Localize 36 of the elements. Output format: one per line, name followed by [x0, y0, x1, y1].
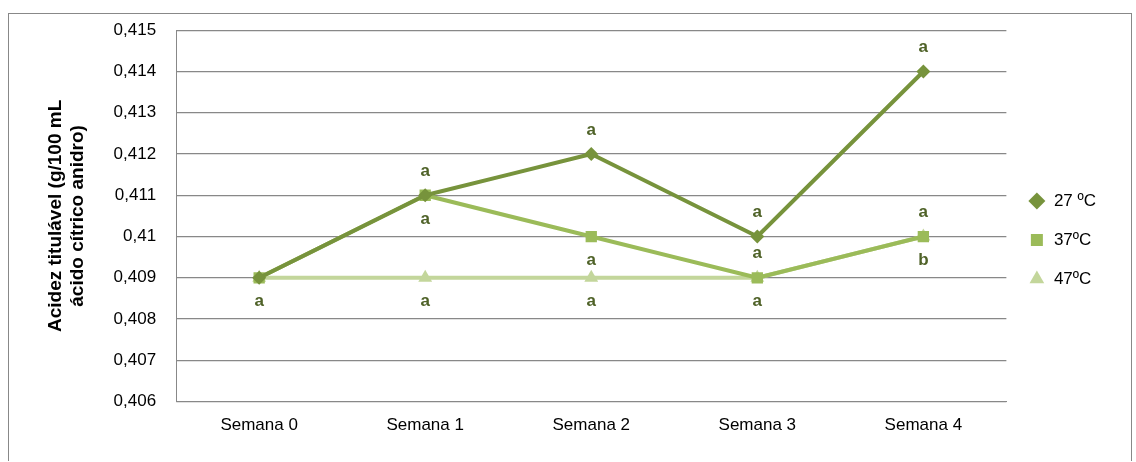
annotation: a: [752, 243, 763, 263]
legend-label: 27 ºC: [1053, 190, 1097, 210]
point: [750, 229, 765, 244]
legend-label: 37ºC: [1053, 229, 1092, 249]
x-tick-label: Semana 3: [718, 415, 797, 435]
annotation: a: [586, 250, 597, 270]
y-tick-label: 0,408: [113, 308, 157, 328]
y-tick-label: 0,41: [123, 226, 157, 246]
legend-label: 47ºC: [1053, 268, 1092, 288]
annotation: b: [918, 250, 929, 270]
y-tick-label: 0,413: [113, 102, 157, 122]
x-tick-label: Semana 2: [552, 415, 631, 435]
y-tick-label: 0,412: [113, 143, 157, 163]
annotation: a: [752, 291, 763, 311]
annotation: a: [752, 202, 763, 222]
y-tick-label: 0,415: [113, 19, 157, 39]
annotation: a: [420, 208, 431, 228]
y-tick-label: 0,406: [113, 391, 157, 411]
annotation: a: [420, 291, 431, 311]
annotation: a: [586, 119, 597, 139]
y-axis-title: Acidez titulável (g/100 mL ácido cítrico anidro): [43, 99, 88, 333]
point: [585, 230, 597, 243]
y-tick-label: 0,409: [113, 267, 157, 287]
point: [916, 64, 931, 79]
annotation: a: [918, 202, 929, 222]
point: [584, 147, 599, 161]
y-tick-label: 0,414: [113, 61, 157, 81]
annotation: a: [254, 291, 265, 311]
y-tick-label: 0,411: [114, 184, 157, 204]
x-tick-label: Semana 0: [220, 415, 298, 435]
y-tick-label: 0,407: [113, 350, 157, 370]
annotation: a: [420, 160, 431, 180]
x-tick-label: Semana 4: [884, 415, 963, 435]
annotation: a: [586, 291, 597, 311]
annotation: a: [918, 37, 929, 57]
x-tick-label: Semana 1: [386, 415, 464, 435]
